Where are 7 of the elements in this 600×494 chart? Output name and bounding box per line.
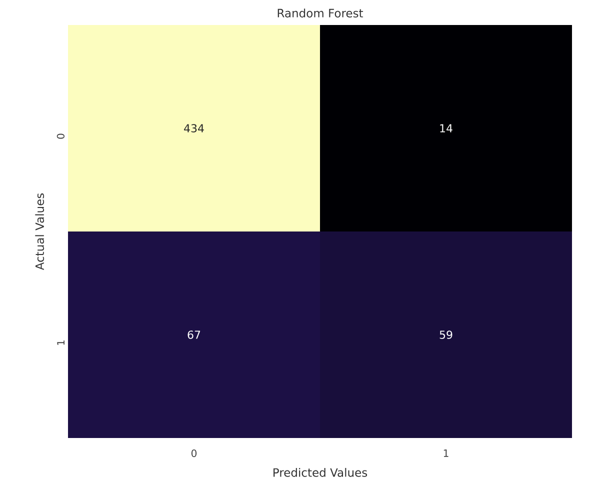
data-label: 67 — [188, 330, 200, 339]
data-label: 59 — [440, 330, 452, 339]
y-axis-title: Actual Values — [35, 193, 44, 270]
data-label: 434 — [184, 124, 204, 132]
x-axis-title: Predicted Values — [274, 468, 368, 477]
chart-title: Random Forest — [278, 8, 364, 18]
data-label: 14 — [440, 124, 452, 132]
